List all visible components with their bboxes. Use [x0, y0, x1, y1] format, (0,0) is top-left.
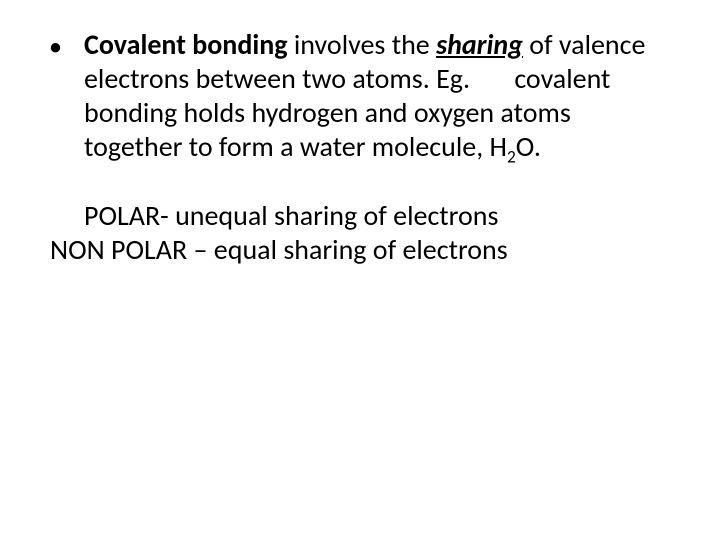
spacer [50, 165, 670, 199]
bullet-body-2: O. [516, 129, 541, 164]
bullet-item: • Covalent bonding involves the sharing … [50, 28, 670, 165]
bullet-text: Covalent bonding involves the sharing of… [84, 28, 670, 165]
bullet-marker: • [50, 28, 84, 64]
polar-line: POLAR- unequal sharing of electrons [84, 199, 670, 233]
sharing-term: sharing [436, 27, 523, 62]
covalent-bonding-term: Covalent bonding [84, 27, 288, 62]
formula-subscript: 2 [507, 146, 516, 168]
slide: • Covalent bonding involves the sharing … [0, 0, 720, 540]
nonpolar-line: NON POLAR – equal sharing of electrons [50, 233, 670, 267]
involves-text: involves the [288, 27, 437, 62]
